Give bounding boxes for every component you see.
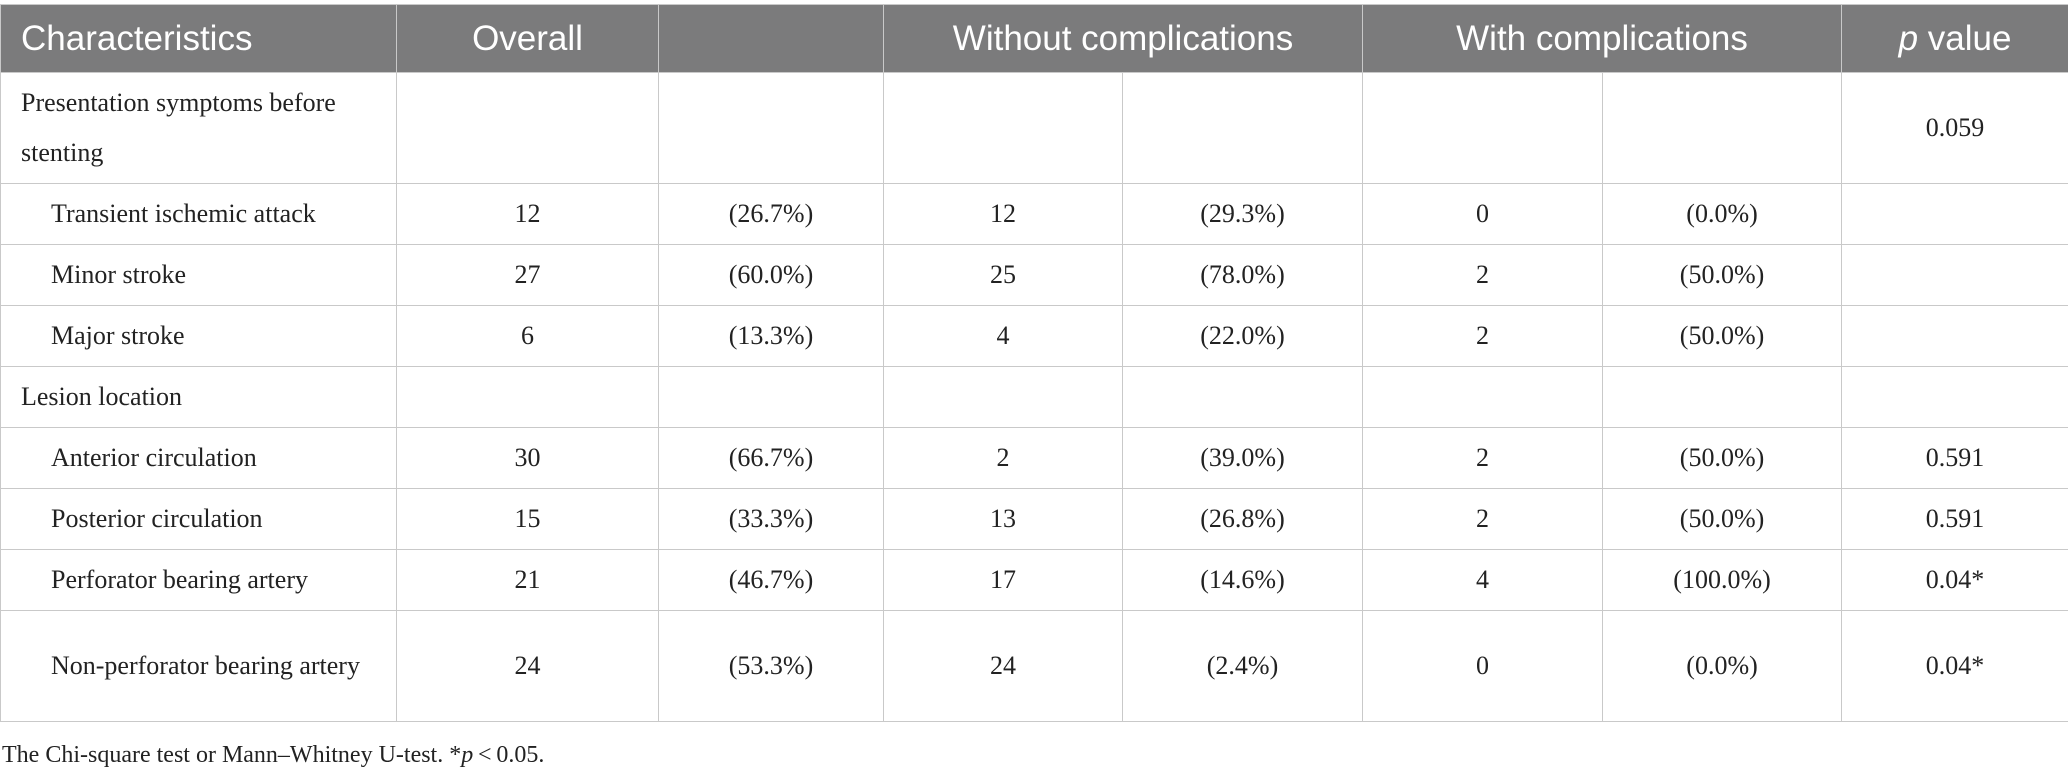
- cell-p1: (60.0%): [658, 244, 884, 306]
- cell-p1: [658, 366, 884, 428]
- footnote-p-italic: p: [461, 742, 474, 768]
- header-overall: Overall: [396, 4, 659, 73]
- cell-pval: 0.591: [1841, 488, 2068, 550]
- cell-n3: 2: [1362, 427, 1604, 489]
- footnote-text: The Chi-square test or Mann–Whitney U-te…: [2, 742, 462, 768]
- cell-n2: [883, 366, 1123, 428]
- cell-pval: 0.059: [1841, 72, 2068, 184]
- cell-n3: [1362, 72, 1604, 184]
- cell-p3: [1602, 72, 1843, 184]
- cell-p1: (33.3%): [658, 488, 884, 550]
- header-overall-percent-blank: [658, 4, 884, 73]
- cell-p3: (50.0%): [1602, 244, 1843, 306]
- cell-n1: 27: [396, 244, 659, 306]
- cell-p2: (2.4%): [1121, 610, 1364, 722]
- cell-p1: (66.7%): [658, 427, 884, 489]
- header-p-italic: p: [1898, 18, 1919, 58]
- cell-p3: (0.0%): [1602, 610, 1843, 722]
- cell-n1: 6: [396, 305, 659, 367]
- header-p-value: p value: [1841, 4, 2068, 73]
- cell-n1: [396, 366, 659, 428]
- row-label: Non-perforator bearing artery: [0, 610, 397, 722]
- table-row: Transient ischemic attack 12 (26.7%) 12 (29.…: [0, 183, 2068, 245]
- row-label: Minor stroke: [0, 244, 397, 306]
- cell-p3: (50.0%): [1602, 305, 1843, 367]
- cell-p3: (100.0%): [1602, 549, 1843, 611]
- cell-pval: 0.04*: [1841, 549, 2068, 611]
- cell-pval: [1841, 366, 2068, 428]
- cell-p1: (53.3%): [658, 610, 884, 722]
- cell-n2: 13: [883, 488, 1123, 550]
- table-footnote: The Chi-square test or Mann–Whitney U-te…: [2, 742, 544, 769]
- cell-n1: 15: [396, 488, 659, 550]
- header-with-complications: With complications: [1362, 4, 1843, 73]
- cell-p3: (50.0%): [1602, 488, 1843, 550]
- table-row: Posterior circulation 15 (33.3%) 13 (26.8%) 2…: [0, 488, 2068, 550]
- cell-n2: 4: [883, 305, 1123, 367]
- cell-p2: (39.0%): [1121, 427, 1364, 489]
- cell-p2: [1121, 72, 1364, 184]
- cell-n2: [883, 72, 1123, 184]
- cell-n3: 2: [1362, 488, 1604, 550]
- cell-p2: (22.0%): [1121, 305, 1364, 367]
- cell-n1: 21: [396, 549, 659, 611]
- table-row: Presentation symptoms before stenting 0.0…: [0, 72, 2068, 184]
- cell-p3: (50.0%): [1602, 427, 1843, 489]
- header-without-complications: Without complications: [882, 4, 1364, 73]
- row-label: Posterior circulation: [0, 488, 397, 550]
- cell-n3: 0: [1362, 610, 1604, 722]
- header-p-suffix: value: [1918, 18, 2012, 58]
- cell-p2: (29.3%): [1121, 183, 1364, 245]
- cell-n3: 2: [1362, 305, 1604, 367]
- cell-p1: (46.7%): [658, 549, 884, 611]
- cell-n2: 12: [883, 183, 1123, 245]
- cell-p2: (78.0%): [1121, 244, 1364, 306]
- row-label: Perforator bearing artery: [0, 549, 397, 611]
- cell-n3: [1362, 366, 1604, 428]
- table-body: Presentation symptoms before stenting 0.0…: [0, 72, 2068, 722]
- cell-p1: (26.7%): [658, 183, 884, 245]
- cell-n1: 12: [396, 183, 659, 245]
- cell-p1: (13.3%): [658, 305, 884, 367]
- cell-pval: 0.04*: [1841, 610, 2068, 722]
- table-row: Major stroke 6 (13.3%) 4 (22.0%) 2 (50.0%): [0, 305, 2068, 367]
- row-label: Transient ischemic attack: [0, 183, 397, 245]
- cell-pval: [1841, 183, 2068, 245]
- cell-p2: (26.8%): [1121, 488, 1364, 550]
- cell-pval: [1841, 305, 2068, 367]
- cell-pval: 0.591: [1841, 427, 2068, 489]
- cell-n2: 25: [883, 244, 1123, 306]
- cell-p3: (0.0%): [1602, 183, 1843, 245]
- cell-n1: [396, 72, 659, 184]
- table-row: Lesion location: [0, 366, 2068, 428]
- cell-n2: 24: [883, 610, 1123, 722]
- cell-n3: 2: [1362, 244, 1604, 306]
- table-row: Anterior circulation 30 (66.7%) 2 (39.0%) 2 (5…: [0, 427, 2068, 489]
- cell-p3: [1602, 366, 1843, 428]
- table-row: Perforator bearing artery 21 (46.7%) 17 (14.…: [0, 549, 2068, 611]
- cell-p1: [658, 72, 884, 184]
- table-row: Minor stroke 27 (60.0%) 25 (78.0%) 2 (50.0%): [0, 244, 2068, 306]
- cell-n3: 4: [1362, 549, 1604, 611]
- section-label: Presentation symptoms before stenting: [0, 72, 397, 184]
- cell-n2: 17: [883, 549, 1123, 611]
- row-label: Anterior circulation: [0, 427, 397, 489]
- cell-n1: 30: [396, 427, 659, 489]
- cell-pval: [1841, 244, 2068, 306]
- results-table-container: Characteristics Overall Without complica…: [0, 4, 2068, 722]
- cell-p2: (14.6%): [1121, 549, 1364, 611]
- results-table: Characteristics Overall Without complica…: [0, 4, 2068, 722]
- section-label: Lesion location: [0, 366, 397, 428]
- table-row: Non-perforator bearing artery 24 (53.3%) 24…: [0, 610, 2068, 722]
- cell-n3: 0: [1362, 183, 1604, 245]
- header-characteristics: Characteristics: [0, 4, 397, 73]
- row-label: Major stroke: [0, 305, 397, 367]
- cell-p2: [1121, 366, 1364, 428]
- cell-n1: 24: [396, 610, 659, 722]
- footnote-threshold: < 0.05.: [473, 742, 545, 768]
- header-row: Characteristics Overall Without complica…: [0, 4, 2068, 73]
- cell-n2: 2: [883, 427, 1123, 489]
